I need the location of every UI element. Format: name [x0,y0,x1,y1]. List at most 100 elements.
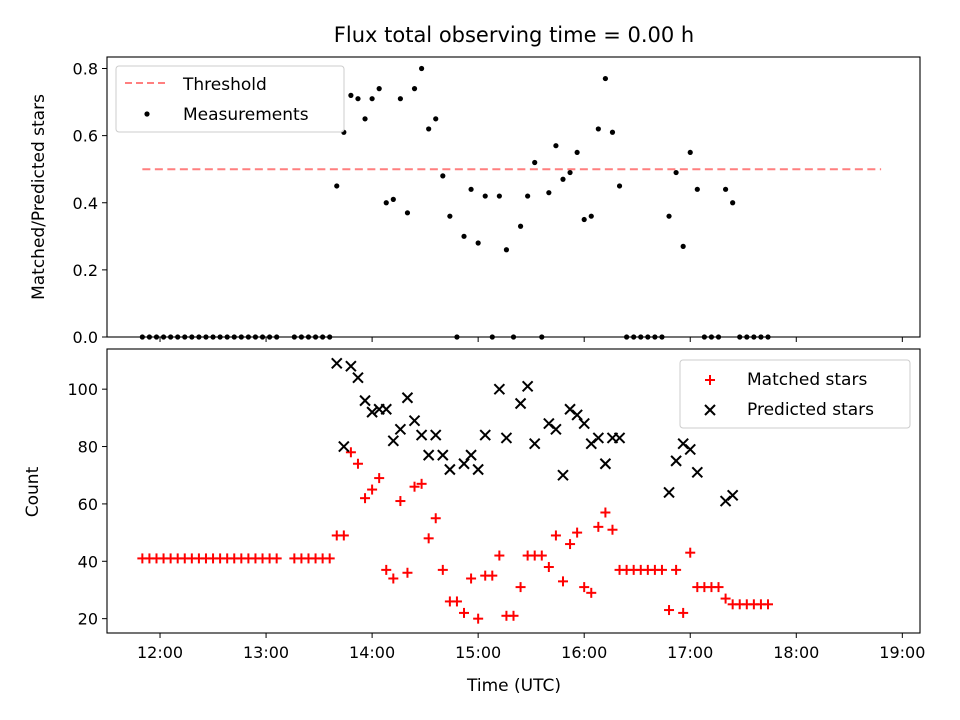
measurement-point [376,86,382,92]
measurement-point [602,75,609,82]
measurement-point [517,223,524,229]
matched-stars-layer [137,447,774,624]
measurement-point [461,233,467,239]
bottom-y-ticks: 20 40 60 80 100 [67,380,107,629]
legend-cross [704,404,716,416]
predicted-star-marker-b [691,466,704,479]
bottom-y-tick-label: 60 [78,495,98,514]
matched-star-marker [494,550,505,561]
bottom-axes: 12:00 13:00 14:00 15:00 16:00 17:00 18:00 19:00… [23,348,925,696]
predicted-star-marker [529,437,541,450]
measurement-point [532,159,538,166]
top-axes: 0.00.20.40.60.8 Matched/Predicted stars … [29,56,921,347]
top-legend: Threshold Measurements [115,65,345,133]
predicted-star-marker [479,429,491,441]
predicted-star-marker [465,449,477,461]
measurement-point [503,247,510,253]
predicted-star-marker-b [493,383,506,395]
predicted-star-marker-b [465,449,477,461]
predicted-star-marker-b [359,394,371,407]
predicted-star-marker [578,417,590,430]
measurement-point [390,196,396,202]
measurement-point [404,210,411,216]
measurement-point [673,169,679,176]
predicted-star-marker-b [677,437,689,450]
matched-star-marker [395,496,406,507]
bottom-x-tick-label: 16:00 [561,643,607,662]
matched-star-marker [515,582,526,593]
measurement-point [546,190,552,196]
predicted-star-marker [557,469,569,481]
top-y-tick-label: 0.8 [73,60,98,79]
measurement-point [397,96,403,102]
predicted-star-marker [394,423,407,436]
matched-star-marker [388,573,399,584]
matched-star-marker [324,553,335,564]
measurement-point [475,240,481,246]
predicted-star-marker-b [422,449,435,461]
matched-star-marker [345,447,356,458]
legend-predicted-marker [704,404,716,416]
predicted-star-marker-b [571,409,583,421]
predicted-star-marker-b [338,440,350,453]
measurement-point [426,126,432,132]
matched-star-marker [338,530,349,541]
measurement-point [440,173,446,179]
matched-star-marker [430,513,441,524]
bottom-y-tick-label: 20 [78,610,98,629]
predicted-star-marker [331,357,343,370]
matched-star-marker [459,607,470,618]
predicted-star-marker-b [529,437,541,450]
measurement-point [730,200,736,206]
top-y-tick-label: 0.6 [73,127,98,146]
measurement-point [362,116,368,122]
predicted-star-marker [387,435,400,447]
legend-predicted-label: Predicted stars [747,400,874,420]
matched-star-marker [543,562,554,573]
predicted-star-marker-b [352,371,364,384]
bottom-x-tick-label: 14:00 [349,643,395,662]
bottom-x-tick-label: 17:00 [667,643,713,662]
matched-star-marker [664,605,675,616]
matched-star-marker [572,527,583,538]
top-y-tick-label: 0.0 [73,328,98,347]
predicted-star-marker [500,432,513,444]
matched-star-marker [437,564,448,575]
matched-star-marker [607,524,618,535]
predicted-stars-layer [331,357,739,507]
predicted-star-marker [345,360,357,372]
matched-star-marker [557,576,568,587]
predicted-star-marker-b [458,458,470,470]
predicted-star-marker-b [726,489,739,502]
top-y-tick-label: 0.2 [73,261,98,280]
matched-star-marker [487,570,498,581]
top-legend-box [115,65,345,133]
measurement-point [574,149,580,156]
measurement-point [468,186,474,192]
bottom-legend: Matched stars Predicted stars [679,359,911,429]
matched-star-marker [678,607,689,618]
measurement-point [687,149,693,156]
matched-star-marker [271,553,282,564]
predicted-star-marker-b [578,417,590,430]
matched-star-marker [763,599,774,610]
measurement-point [369,96,375,102]
legend-matched-marker [705,375,715,385]
bottom-axes-frame [106,348,921,634]
matched-star-marker [360,493,371,504]
legend-threshold-label: Threshold [182,75,267,95]
legend-cross-b [704,404,716,416]
predicted-star-marker [472,463,484,476]
matched-star-marker [720,593,731,604]
predicted-star-marker-b [430,429,442,441]
measurement-point [433,116,439,122]
matched-star-marker [466,573,477,584]
predicted-star-marker-b [415,429,428,441]
top-y-ticks: 0.0 0.2 0.4 0.6 0.8 [73,60,107,347]
predicted-star-marker [352,371,364,384]
matched-star-marker [685,547,696,558]
predicted-star-marker [571,409,583,421]
predicted-star-marker-b [514,397,527,410]
predicted-star-marker [550,423,562,436]
